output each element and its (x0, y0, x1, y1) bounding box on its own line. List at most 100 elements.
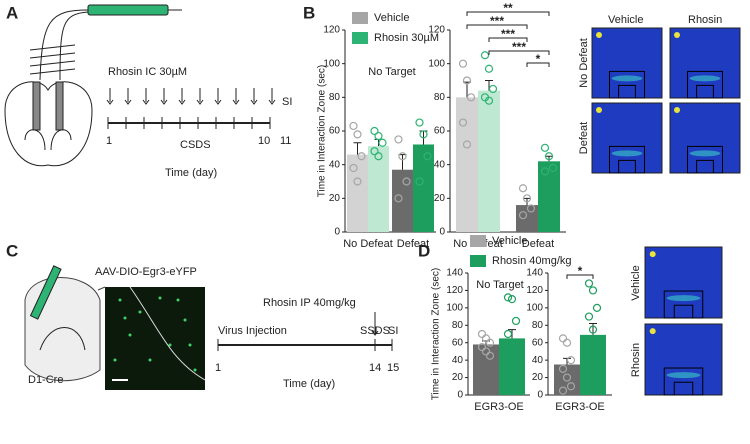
data-point (462, 76, 472, 85)
treatment-label: Rhosin IC 30µM (108, 66, 187, 78)
y-tick-label: 80 (452, 320, 464, 331)
data-point (584, 312, 594, 321)
arrow (371, 312, 379, 336)
data-point (370, 147, 379, 156)
data-point (544, 152, 554, 161)
data-point (522, 194, 532, 203)
y-tick-label: 120 (526, 285, 543, 296)
panel-letter: B (303, 3, 315, 22)
heatmap-row-label: Defeat (578, 122, 590, 154)
data-point (507, 377, 517, 387)
hotspot (596, 107, 602, 113)
legend-swatch (470, 235, 486, 247)
bar (499, 338, 525, 395)
bar (368, 146, 389, 232)
y-tick-label: 100 (526, 302, 543, 313)
y-tick-label: 100 (428, 58, 445, 69)
data-point (503, 329, 513, 339)
bar (456, 97, 478, 232)
data-point (357, 152, 366, 161)
heatmap-row-label: Rhosin (630, 343, 642, 377)
annotation: No Target (368, 66, 416, 78)
data-point (566, 356, 576, 365)
data-point (488, 84, 498, 94)
mouse-label: D1-Cre (28, 374, 63, 386)
panel-letter: D (418, 241, 430, 260)
heatmap (669, 27, 741, 99)
heatmap-field (669, 102, 741, 174)
hotspot (596, 32, 602, 38)
hotspot (611, 75, 643, 82)
data-point (484, 96, 494, 105)
y-tick-label: 40 (329, 159, 341, 170)
y-tick-label: 60 (434, 126, 446, 137)
data-point (562, 338, 572, 347)
heatmap-field (591, 27, 663, 99)
heatmap-row-label: No Defeat (578, 38, 590, 88)
y-tick-label: 0 (439, 227, 445, 238)
significance-bracket (466, 11, 550, 16)
bar (538, 161, 560, 232)
y-tick-label: 0 (334, 227, 340, 238)
significance-label: *** (512, 40, 526, 54)
data-point (503, 360, 513, 369)
protocol-label: CSDS (180, 139, 211, 151)
timeline (106, 88, 276, 129)
significance-bracket (526, 62, 550, 67)
bar (478, 90, 500, 232)
heatmap-column-label: Rhosin (688, 14, 722, 26)
data-point (558, 386, 568, 395)
data-point (518, 184, 528, 193)
brain-diagram (4, 4, 182, 167)
day-label: 14 (369, 362, 381, 374)
y-tick-label: 60 (452, 337, 464, 348)
y-tick-label: 140 (446, 268, 463, 279)
data-point (588, 325, 598, 334)
heatmap-column-label: Vehicle (608, 14, 643, 26)
data-point (518, 211, 528, 220)
heatmap (591, 102, 663, 174)
y-tick-label: 60 (532, 337, 544, 348)
data-point (419, 130, 428, 139)
si-label: SI (388, 325, 398, 337)
time-label: Time (day) (283, 378, 335, 390)
data-point (540, 143, 550, 152)
heatmap-field (644, 323, 723, 396)
legend-label: Rhosin 30µM (374, 32, 439, 44)
data-point (415, 118, 424, 127)
time-label: Time (day) (165, 167, 217, 179)
data-point (466, 93, 476, 102)
data-point (566, 382, 576, 391)
y-tick-label: 40 (532, 355, 544, 366)
legend-label: Vehicle (492, 235, 527, 247)
data-point (592, 338, 602, 347)
y-axis-label: Time in Interaction Zone (sec) (317, 65, 328, 197)
heatmap (644, 323, 723, 396)
bar (413, 144, 434, 232)
data-point (458, 59, 468, 68)
y-tick-label: 20 (329, 193, 341, 204)
x-tick-label: No Defeat (343, 238, 393, 250)
y-tick-label: 80 (532, 320, 544, 331)
heatmap-field (669, 27, 741, 99)
y-tick-label: 120 (446, 285, 463, 296)
hotspot (649, 251, 656, 258)
heatmap-field (644, 246, 723, 319)
bar (392, 169, 413, 232)
data-point (588, 356, 598, 365)
data-point (415, 177, 424, 186)
significance-bracket (488, 37, 528, 42)
data-point (480, 51, 490, 60)
y-tick-label: 80 (434, 92, 446, 103)
data-point (349, 163, 358, 173)
y-tick-label: 0 (457, 390, 463, 401)
hotspot (666, 295, 701, 302)
y-tick-label: 20 (434, 193, 446, 204)
legend-swatch (470, 255, 486, 267)
day-label: 1 (215, 362, 221, 374)
data-point (458, 118, 468, 127)
zone (618, 159, 636, 174)
data-point (394, 135, 403, 144)
injection-label: Virus Injection (218, 325, 287, 337)
